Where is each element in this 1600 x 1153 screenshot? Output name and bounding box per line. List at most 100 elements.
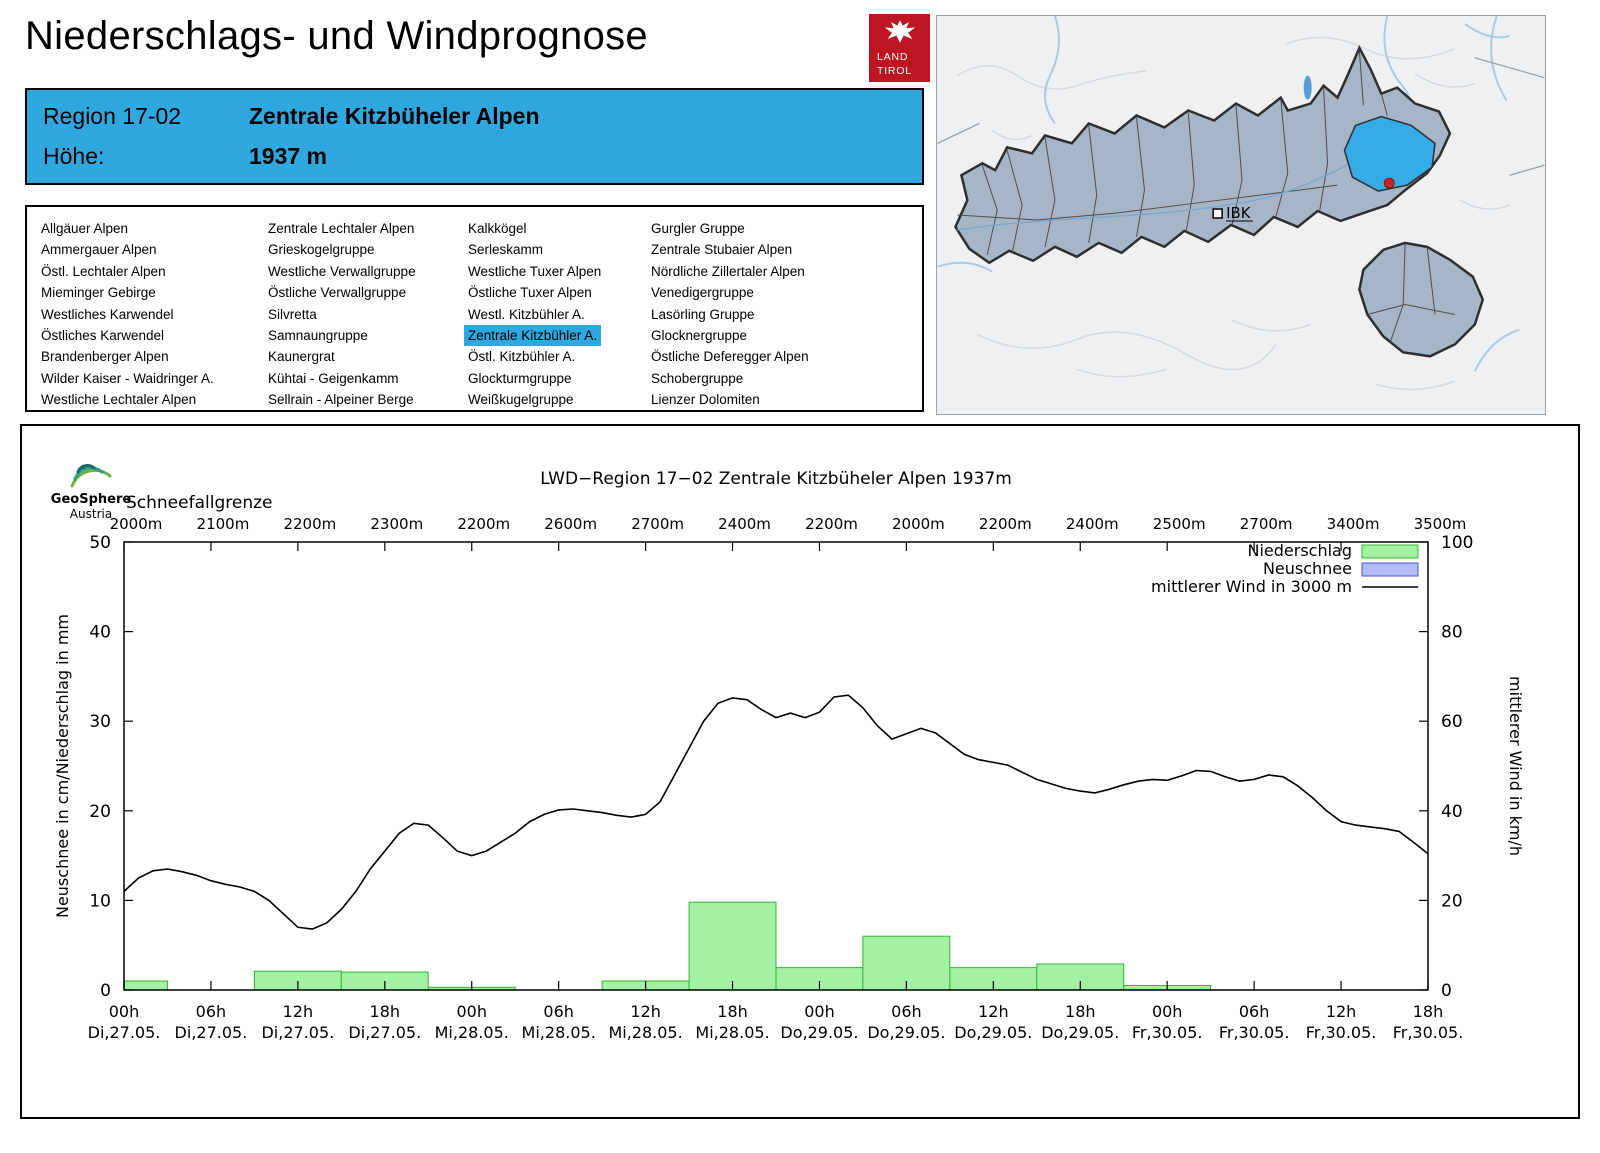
geosphere-logo: GeoSphere Austria: [51, 463, 131, 521]
region-list-column: Zentrale Lechtaler Alpen Grieskogelgruppe…: [264, 218, 464, 410]
svg-text:00h: 00h: [109, 1002, 140, 1021]
region-list-item[interactable]: Silvretta: [268, 306, 317, 322]
svg-text:Do,29.05.: Do,29.05.: [1041, 1023, 1119, 1042]
ibk-label: IBK: [1226, 204, 1252, 222]
tirol-eagle-icon: [882, 17, 918, 50]
region-list-column: Allgäuer Alpen Ammergauer Alpen Östl. Lech…: [37, 218, 264, 410]
region-list-item[interactable]: Serleskamm: [468, 242, 544, 258]
svg-text:2200m: 2200m: [805, 515, 858, 533]
svg-text:Mi,28.05.: Mi,28.05.: [522, 1023, 596, 1042]
region-list-item[interactable]: Lienzer Dolomiten: [651, 392, 760, 408]
map-terrain-shading: [957, 36, 1510, 391]
snowline-label: Schneefallgrenze: [126, 493, 272, 513]
region-list-item[interactable]: Östliche Verwallgruppe: [268, 285, 407, 301]
region-list-column: Kalkkögel Serleskamm Westliche Tuxer Alpen…: [464, 218, 647, 410]
plot-frame: [123, 541, 1429, 991]
region-list-item[interactable]: Sellrain - Alpeiner Berge: [268, 392, 414, 408]
region-list-item[interactable]: Wilder Kaiser - Waidringer A.: [41, 370, 214, 386]
region-list-item[interactable]: Kühtai - Geigenkamm: [268, 370, 399, 386]
region-list-item[interactable]: Westliche Verwallgruppe: [268, 263, 416, 279]
region-list-item[interactable]: Westl. Kitzbühler A.: [468, 306, 585, 322]
svg-text:0: 0: [100, 981, 111, 1001]
tirol-map[interactable]: IBK: [936, 15, 1546, 415]
region-list-item[interactable]: Weißkugelgruppe: [468, 392, 574, 408]
region-label: Region 17-02: [43, 103, 182, 129]
y-axis-label-right: mittlerer Wind in km/h: [1506, 676, 1525, 856]
altitude-label: Höhe:: [43, 143, 105, 169]
region-list-item[interactable]: Zentrale Stubaier Alpen: [651, 242, 793, 258]
map-neighbor-borders: [937, 57, 1545, 176]
region-list-item[interactable]: Samnaungruppe: [268, 328, 368, 344]
region-header: Region 17-02 Zentrale Kitzbüheler Alpen …: [25, 88, 924, 185]
svg-text:00h: 00h: [1152, 1002, 1183, 1021]
map-location-dot: [1383, 177, 1395, 189]
y-axis-left: 0 10 20 30 40 50: [89, 533, 133, 1001]
svg-text:2700m: 2700m: [1240, 515, 1293, 533]
svg-text:00h: 00h: [804, 1002, 835, 1021]
region-list-item[interactable]: Glockturmgruppe: [468, 370, 572, 386]
region-list-item[interactable]: Kalkkögel: [468, 221, 527, 236]
region-list-item[interactable]: Ammergauer Alpen: [41, 242, 157, 258]
svg-text:Mi,28.05.: Mi,28.05.: [695, 1023, 769, 1042]
svg-text:06h: 06h: [1239, 1002, 1270, 1021]
svg-text:100: 100: [1441, 533, 1473, 553]
geosphere-logo-line2: Austria: [70, 507, 112, 521]
svg-text:Mi,28.05.: Mi,28.05.: [435, 1023, 509, 1042]
region-list-item[interactable]: Östl. Kitzbühler A.: [468, 349, 576, 365]
svg-text:30: 30: [89, 712, 111, 732]
y-axis-right: 0 20 40 60 80 100: [1419, 533, 1473, 1001]
region-list-item[interactable]: Brandenberger Alpen: [41, 349, 169, 365]
region-list-item[interactable]: Östliches Karwendel: [41, 328, 165, 344]
forecast-chart: LWD−Region 17−02 Zentrale Kitzbüheler Al…: [53, 469, 1525, 1042]
svg-text:Neuschnee: Neuschnee: [1263, 559, 1352, 578]
svg-text:2200m: 2200m: [283, 515, 336, 533]
ibk-marker: [1212, 208, 1223, 219]
region-list-item[interactable]: Schobergruppe: [651, 370, 744, 386]
region-list-item[interactable]: Zentrale Lechtaler Alpen: [268, 221, 415, 236]
region-list-item[interactable]: Westliche Lechtaler Alpen: [41, 392, 197, 408]
svg-text:60: 60: [1441, 712, 1463, 732]
region-list-item[interactable]: Nördliche Zillertaler Alpen: [651, 263, 805, 279]
region-list-item[interactable]: Westliche Tuxer Alpen: [468, 263, 602, 279]
svg-text:12h: 12h: [978, 1002, 1009, 1021]
region-list-item[interactable]: Östl. Lechtaler Alpen: [41, 263, 166, 279]
region-list-item-selected[interactable]: Zentrale Kitzbühler A.: [464, 325, 602, 347]
region-list-item[interactable]: Glocknergruppe: [651, 328, 748, 344]
svg-text:2200m: 2200m: [457, 515, 510, 533]
region-list-item[interactable]: Gurgler Gruppe: [651, 221, 745, 236]
svg-text:12h: 12h: [283, 1002, 314, 1021]
svg-text:18h: 18h: [370, 1002, 401, 1021]
map-region-north-tirol: [954, 44, 1452, 265]
svg-text:12h: 12h: [1326, 1002, 1357, 1021]
region-list-item[interactable]: Westliches Karwendel: [41, 306, 174, 322]
land-tirol-logo-line1: LAND: [877, 51, 909, 63]
bar-niederschlag: [123, 980, 168, 991]
region-list-item[interactable]: Lasörling Gruppe: [651, 306, 755, 322]
map-lake-achensee: [1303, 75, 1312, 100]
svg-text:Niederschlag: Niederschlag: [1247, 541, 1352, 560]
region-list-item[interactable]: Kaunergrat: [268, 349, 335, 365]
svg-text:Di,27.05.: Di,27.05.: [175, 1023, 248, 1042]
svg-text:06h: 06h: [196, 1002, 227, 1021]
map-inner-borders-east: [1367, 242, 1456, 343]
map-highlighted-region[interactable]: [1343, 115, 1436, 192]
svg-text:18h: 18h: [1413, 1002, 1444, 1021]
svg-text:18h: 18h: [717, 1002, 748, 1021]
region-list-item[interactable]: Östliche Deferegger Alpen: [651, 349, 809, 365]
region-list-item[interactable]: Mieminger Gebirge: [41, 285, 156, 301]
svg-text:2000m: 2000m: [110, 515, 163, 533]
region-list-item[interactable]: Östliche Tuxer Alpen: [468, 285, 592, 301]
svg-text:40: 40: [89, 623, 111, 643]
svg-text:2600m: 2600m: [544, 515, 597, 533]
svg-text:Fr,30.05.: Fr,30.05.: [1219, 1023, 1290, 1042]
svg-text:Do,29.05.: Do,29.05.: [867, 1023, 945, 1042]
region-list-column: Gurgler Gruppe Zentrale Stubaier Alpen Nör…: [647, 218, 922, 410]
svg-text:Fr,30.05.: Fr,30.05.: [1132, 1023, 1203, 1042]
region-list-item[interactable]: Grieskogelgruppe: [268, 242, 375, 258]
bar-niederschlag: [688, 901, 777, 991]
region-list-item[interactable]: Allgäuer Alpen: [41, 221, 129, 236]
svg-text:20: 20: [89, 802, 111, 822]
svg-text:2300m: 2300m: [370, 515, 423, 533]
precipitation-bars: [123, 901, 1212, 991]
region-list-item[interactable]: Venedigergruppe: [651, 285, 754, 301]
